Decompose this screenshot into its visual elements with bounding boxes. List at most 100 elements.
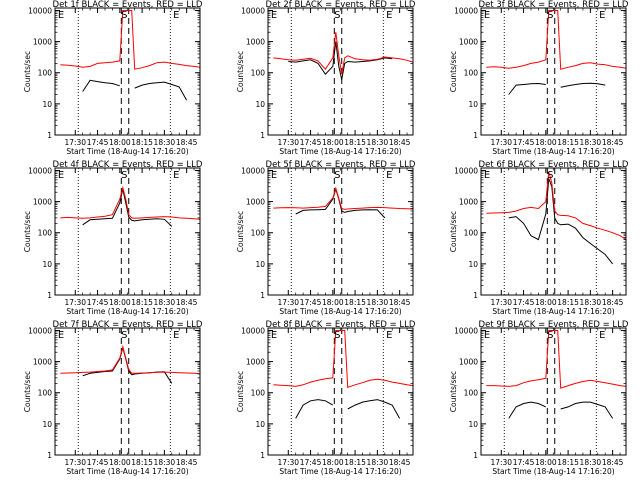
x-axis-label: Start Time (18-Aug-14 17:16:20) <box>492 307 614 316</box>
y-tick-label: 1000 <box>33 198 52 207</box>
x-axis-label: Start Time (18-Aug-14 17:16:20) <box>66 307 188 316</box>
x-tick-label: 18:00 <box>322 138 344 147</box>
x-axis-label: Start Time (18-Aug-14 17:16:20) <box>279 147 401 156</box>
y-axis-label: Counts/sec <box>23 211 32 252</box>
interval-marker-label: E <box>58 330 64 341</box>
x-tick-label: 18:15 <box>557 458 579 467</box>
panel-title: Det 7f BLACK = Events, RED = LLD <box>53 320 203 330</box>
y-tick-label: 10000 <box>454 6 478 15</box>
series-lld-line <box>486 171 626 241</box>
panel-title: Det 4f BLACK = Events, RED = LLD <box>53 160 203 170</box>
y-tick-label: 100 <box>251 389 266 398</box>
x-tick-label: 18:45 <box>389 138 411 147</box>
interval-marker-label: S <box>334 170 340 181</box>
x-tick-label: 18:30 <box>154 298 176 307</box>
y-axis-label: Counts/sec <box>449 211 458 252</box>
y-tick-label: 1 <box>473 131 478 140</box>
y-tick-label: 1000 <box>33 38 52 47</box>
interval-marker-label: E <box>58 10 64 21</box>
y-tick-label: 10000 <box>28 166 52 175</box>
interval-marker-label: E <box>173 10 179 21</box>
x-tick-label: 17:30 <box>490 298 512 307</box>
interval-marker-label: S <box>121 170 127 181</box>
y-axis-label: Counts/sec <box>449 51 458 92</box>
x-tick-label: 18:30 <box>154 138 176 147</box>
y-tick-label: 10 <box>42 420 52 429</box>
x-tick-label: 18:15 <box>344 138 366 147</box>
series-lld-line <box>273 186 413 210</box>
panel-title: Det 1f BLACK = Events, RED = LLD <box>53 0 203 10</box>
x-tick-label: 17:30 <box>64 458 86 467</box>
y-tick-label: 1000 <box>459 38 478 47</box>
series-lld-line <box>273 330 413 388</box>
y-tick-label: 1000 <box>459 198 478 207</box>
y-tick-label: 100 <box>464 69 479 78</box>
y-tick-label: 100 <box>251 229 266 238</box>
x-tick-label: 18:00 <box>535 458 557 467</box>
interval-marker-label: E <box>173 330 179 341</box>
y-tick-label: 1000 <box>246 198 265 207</box>
interval-marker-label: E <box>484 10 490 21</box>
panel-title: Det 5f BLACK = Events, RED = LLD <box>266 160 416 170</box>
series-events-line <box>82 79 188 101</box>
interval-marker-label: E <box>386 330 392 341</box>
plot-frame <box>267 327 414 456</box>
x-tick-label: 18:00 <box>109 458 131 467</box>
interval-marker-label: S <box>121 330 127 341</box>
series-lld-line <box>486 330 626 389</box>
y-tick-label: 10 <box>255 420 265 429</box>
y-tick-label: 10 <box>468 100 478 109</box>
interval-marker-label: S <box>547 330 553 341</box>
y-tick-label: 100 <box>38 69 53 78</box>
x-tick-label: 18:15 <box>344 458 366 467</box>
plot-frame <box>480 327 627 456</box>
y-axis-label: Counts/sec <box>236 51 245 92</box>
x-tick-label: 17:45 <box>513 458 535 467</box>
x-tick-label: 18:15 <box>557 138 579 147</box>
series-events-line <box>508 178 613 265</box>
panel-title: Det 9f BLACK = Events, RED = LLD <box>479 320 629 330</box>
x-tick-label: 18:45 <box>389 458 411 467</box>
series-events-line <box>288 41 393 80</box>
y-tick-label: 100 <box>38 389 53 398</box>
x-tick-label: 18:15 <box>131 298 153 307</box>
y-tick-label: 10000 <box>454 326 478 335</box>
x-tick-label: 18:30 <box>367 138 389 147</box>
x-tick-label: 17:45 <box>87 298 109 307</box>
x-tick-label: 18:45 <box>389 298 411 307</box>
x-tick-label: 18:30 <box>580 298 602 307</box>
x-tick-label: 17:30 <box>277 138 299 147</box>
interval-marker-label: S <box>547 170 553 181</box>
x-tick-label: 17:30 <box>490 458 512 467</box>
panel-title: Det 8f BLACK = Events, RED = LLD <box>266 320 416 330</box>
interval-marker-label: E <box>271 330 277 341</box>
plot-frame <box>54 7 201 136</box>
y-tick-label: 10000 <box>28 6 52 15</box>
y-tick-label: 10 <box>468 420 478 429</box>
y-tick-label: 10000 <box>28 326 52 335</box>
plot-frame <box>267 7 414 136</box>
interval-marker-label: E <box>484 330 490 341</box>
x-tick-label: 18:15 <box>131 458 153 467</box>
interval-marker-label: E <box>58 170 64 181</box>
series-lld-line <box>60 344 200 375</box>
y-tick-label: 10 <box>255 100 265 109</box>
x-tick-label: 18:00 <box>322 298 344 307</box>
series-events-line <box>82 189 173 227</box>
interval-marker-label: S <box>121 10 127 21</box>
x-tick-label: 17:45 <box>300 298 322 307</box>
y-tick-label: 1 <box>473 451 478 460</box>
x-tick-label: 18:00 <box>535 298 557 307</box>
x-tick-label: 18:15 <box>131 138 153 147</box>
y-tick-label: 10 <box>255 260 265 269</box>
x-tick-label: 17:30 <box>64 138 86 147</box>
x-tick-label: 17:45 <box>300 458 322 467</box>
x-axis-label: Start Time (18-Aug-14 17:16:20) <box>279 307 401 316</box>
x-tick-label: 18:00 <box>322 458 344 467</box>
y-tick-label: 10000 <box>241 6 265 15</box>
